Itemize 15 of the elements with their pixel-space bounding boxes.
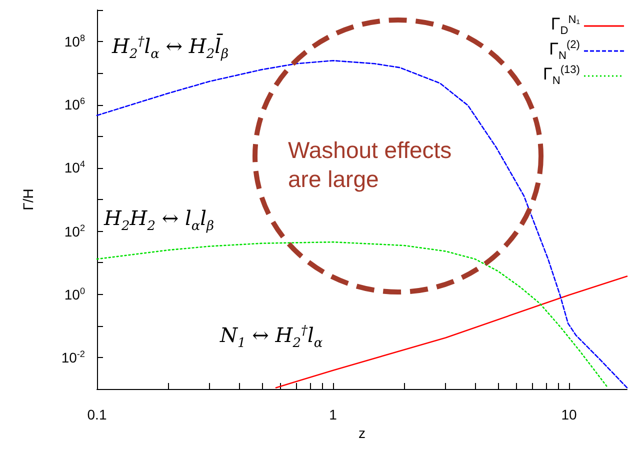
y-tick-label: 10$^{6}$ (64, 96, 85, 114)
x-tick-label: 10 (561, 406, 578, 422)
y-tick-label: 10$^{-2}$ (61, 348, 85, 366)
x-axis-title: z (358, 425, 366, 442)
annotation: N$_{1}$ ↔ H$_{2}$$^{†}$l$_{α}$ (220, 323, 323, 352)
text: H$_{2}$$^{†}$l$_{α}$ ↔ H$_{2}$l̄$_{β}$ (112, 34, 229, 62)
x-tick-label: 0.1 (87, 406, 107, 422)
y-tick-label: 10$^{2}$ (64, 222, 85, 240)
y-tick-label: 10$^{4}$ (64, 159, 85, 176)
annotation: H$_{2}$H$_{2}$ ↔ l$_{α}$l$_{β}$ (104, 206, 214, 236)
y-axis-title: Γ/H (20, 188, 36, 210)
y-tick-label: 10$^{8}$ (64, 33, 85, 50)
annotation: Washout effects are large (288, 136, 452, 194)
x-tick-label: 1 (329, 406, 338, 422)
y-tick-label: 10$^{0}$ (64, 286, 85, 303)
